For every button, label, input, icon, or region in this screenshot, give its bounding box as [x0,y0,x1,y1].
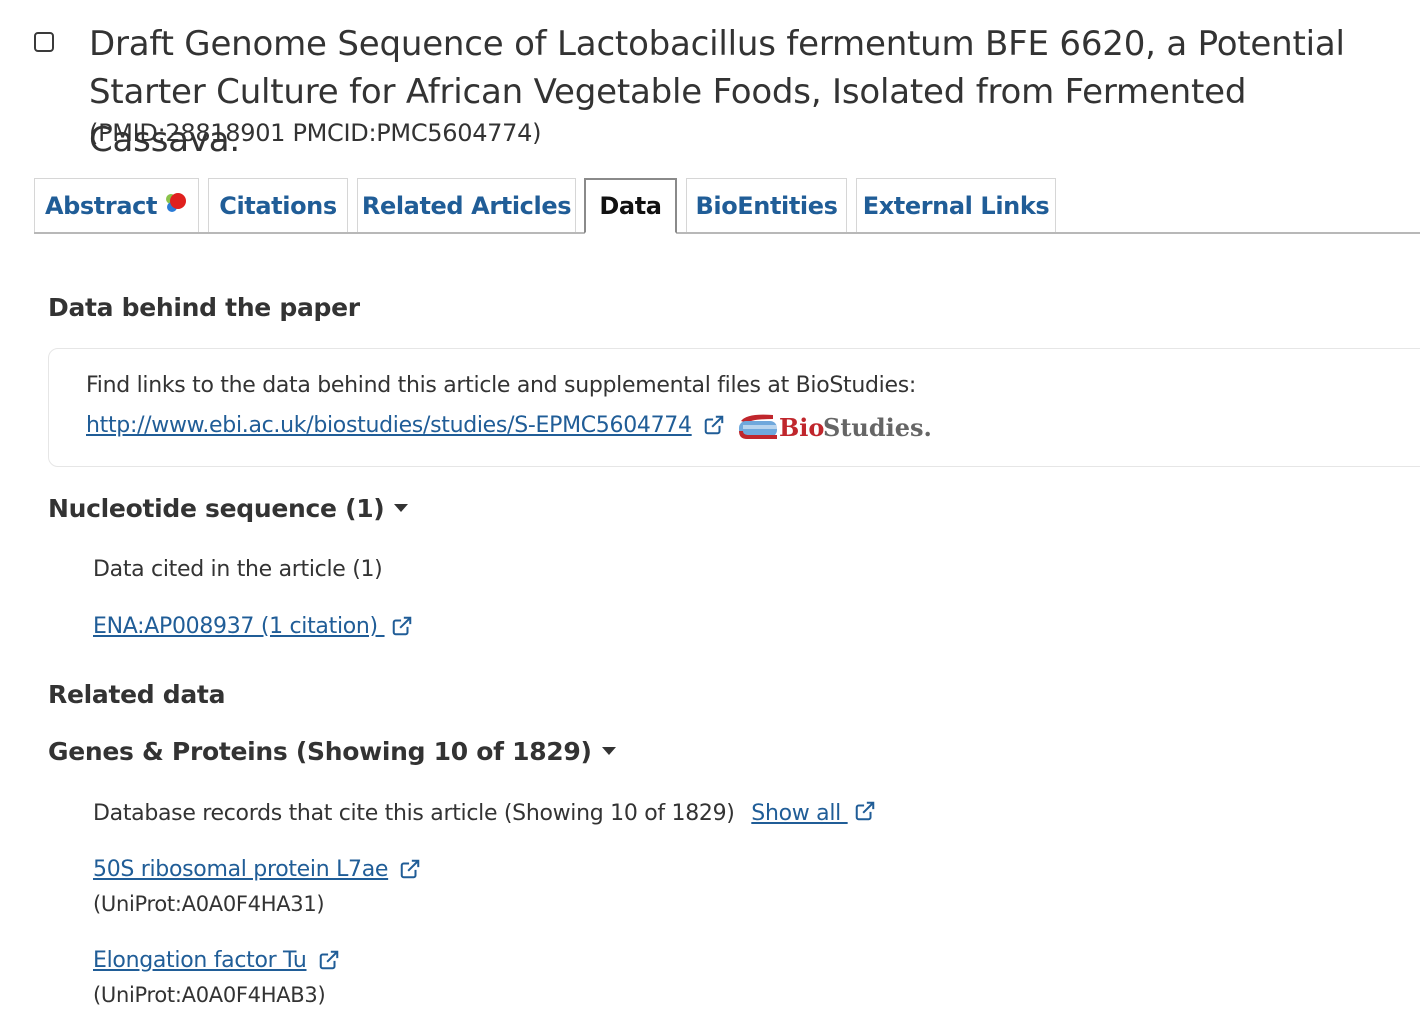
record-link-row: Elongation factor Tu [93,948,340,974]
annotation-dots-icon [166,192,187,212]
record-link-row: 50S ribosomal protein L7ae [93,857,421,883]
nucleotide-heading-label: Nucleotide sequence (1) [48,494,385,523]
biostudies-panel: Find links to the data behind this artic… [48,348,1420,467]
caret-down-icon [601,747,616,755]
external-link-icon[interactable] [703,414,725,436]
select-article-checkbox[interactable] [34,32,54,52]
article-title: Draft Genome Sequence of Lactobacillus f… [89,24,1345,160]
record-name-link[interactable]: 50S ribosomal protein L7ae [93,857,389,882]
tab-label: Data [599,192,662,220]
tab-label: Citations [219,191,337,220]
record-uniprot-id: (UniProt:A0A0F4HA31) [93,892,325,916]
external-link-icon[interactable] [854,800,876,822]
ena-link-row: ENA:AP008937 (1 citation) [93,614,413,640]
tab-related-articles[interactable]: Related Articles [357,178,576,232]
external-link-icon[interactable] [391,615,413,637]
tab-citations[interactable]: Citations [208,178,348,232]
show-all-link[interactable]: Show all [751,801,848,826]
biostudies-logo[interactable]: Bio Studies. [733,407,935,447]
db-records-row: Database records that cite this article … [93,801,876,826]
tab-label: BioEntities [695,191,838,220]
nucleotide-sequence-toggle[interactable]: Nucleotide sequence (1) [48,494,409,523]
data-cited-label: Data cited in the article (1) [93,557,383,582]
external-link-icon[interactable] [318,949,340,971]
biostudies-url-link[interactable]: http://www.ebi.ac.uk/biostudies/studies/… [86,413,692,438]
tab-bar: Abstract Citations Related Articles Data… [34,178,1420,234]
record-uniprot-id: (UniProt:A0A0F4HAB3) [93,983,326,1007]
tab-label: Abstract [44,191,158,220]
logo-bio-text: Bio [779,413,824,442]
tab-label: Related Articles [361,191,572,220]
biostudies-link-row: http://www.ebi.ac.uk/biostudies/studies/… [86,413,725,439]
logo-studies-text: Studies. [823,413,932,442]
genes-heading-label: Genes & Proteins (Showing 10 of 1829) [48,737,592,766]
caret-down-icon [394,504,409,512]
article-ids: (PMID:28818901 PMCID:PMC5604774) [89,119,542,147]
related-data-heading: Related data [48,680,226,709]
tab-label: External Links [862,191,1050,220]
data-behind-heading: Data behind the paper [48,293,360,322]
record-name-link[interactable]: Elongation factor Tu [93,948,307,973]
genes-proteins-toggle[interactable]: Genes & Proteins (Showing 10 of 1829) [48,737,616,766]
db-records-text: Database records that cite this article … [93,801,735,826]
tab-abstract[interactable]: Abstract [34,178,199,232]
tab-external-links[interactable]: External Links [856,178,1056,232]
ena-record-link[interactable]: ENA:AP008937 (1 citation) [93,614,385,639]
biostudies-description: Find links to the data behind this artic… [86,373,916,398]
tab-bioentities[interactable]: BioEntities [686,178,847,232]
tab-data[interactable]: Data [584,178,677,234]
external-link-icon[interactable] [399,858,421,880]
